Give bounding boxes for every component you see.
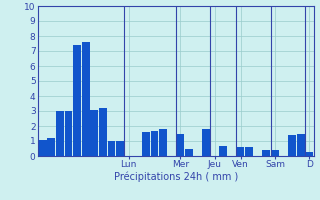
Bar xyxy=(116,141,124,156)
Bar xyxy=(297,134,305,156)
Bar xyxy=(305,152,313,156)
Bar xyxy=(91,110,98,156)
Bar xyxy=(262,150,270,156)
Bar xyxy=(236,147,244,156)
Bar xyxy=(65,111,72,156)
X-axis label: Précipitations 24h ( mm ): Précipitations 24h ( mm ) xyxy=(114,172,238,182)
Bar xyxy=(245,147,253,156)
Bar xyxy=(82,42,90,156)
Bar xyxy=(271,150,279,156)
Bar xyxy=(47,138,55,156)
Bar xyxy=(151,130,158,156)
Bar xyxy=(56,111,64,156)
Bar xyxy=(99,108,107,156)
Bar xyxy=(108,141,116,156)
Bar xyxy=(176,134,184,156)
Bar xyxy=(288,135,296,156)
Bar xyxy=(220,146,227,156)
Bar xyxy=(202,129,210,156)
Bar xyxy=(39,140,47,156)
Bar xyxy=(73,45,81,156)
Bar xyxy=(142,132,150,156)
Bar xyxy=(159,129,167,156)
Bar xyxy=(185,148,193,156)
